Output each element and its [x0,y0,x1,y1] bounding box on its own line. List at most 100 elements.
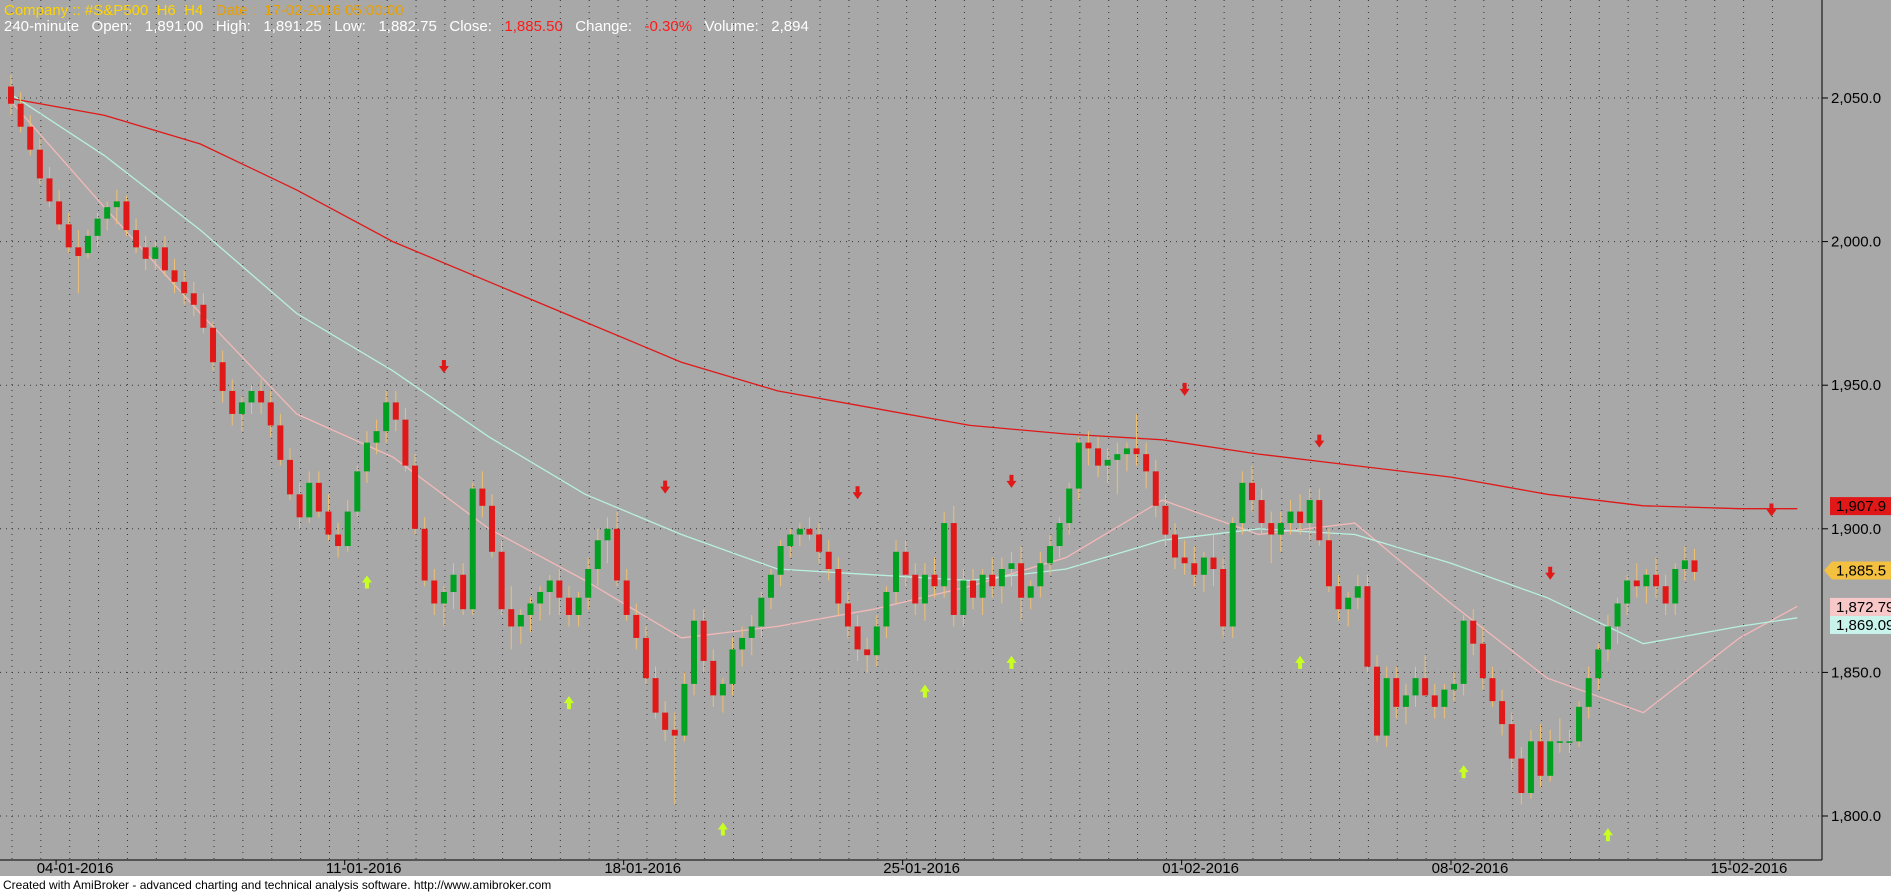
value-label-text: 1,885.5 [1836,562,1886,579]
candle-body [1422,678,1429,696]
candle-body [1624,580,1631,604]
candle-body [1547,741,1554,776]
candle-body [469,488,476,610]
candle-body [1460,620,1467,684]
candle-body [1104,459,1111,466]
candle-body [1470,620,1477,644]
candle-body [1527,741,1534,794]
candle-body [1672,569,1679,604]
candle-body [296,494,303,518]
candle-body [950,523,957,615]
candle-body [1604,626,1611,650]
header-text-span: 1,891.00 [132,18,203,35]
candle-body [854,626,861,650]
header-text-span: -0.30% [632,18,692,35]
candle-body [152,247,159,259]
value-label-box [1830,497,1891,516]
candle-body [1046,546,1053,564]
candle-body [652,678,659,713]
ma-slow-line [7,97,1798,510]
candle-body [161,247,168,271]
candle-body [960,580,967,615]
candle-body [998,569,1005,587]
candle-body [1239,482,1246,524]
candle-body [633,614,640,638]
candle-body [412,465,419,529]
candle-body [1364,586,1371,667]
candle-body [335,534,342,547]
y-tick-label: 1,800.0 [1831,808,1881,825]
header-text-span: 1,885.50 [492,18,563,35]
header-text-span: Company :: #S&P500 H6 H4 [4,2,203,19]
candle-body [133,230,140,248]
x-tick-label: 18-01-2016 [604,860,681,877]
candle-body [719,683,726,696]
header-text-span: Low: [322,18,366,35]
candle-body [1335,586,1342,610]
footer-credit: Created with AmiBroker - advanced charti… [3,878,551,892]
candle-body [777,546,784,575]
candle-body [979,574,986,598]
candle-body [816,534,823,552]
header-text-span: 240-minute [4,18,79,35]
candle-body [1248,482,1255,501]
candle-body [1393,678,1400,707]
candle-body [883,591,890,627]
sell-arrow-icon [1545,566,1556,580]
candle-body [1643,574,1650,587]
buy-arrow-icon [361,575,372,589]
candle-body [671,729,678,736]
candle-body [1027,586,1034,598]
candle-body [142,247,149,259]
header-text-span: 1,882.75 [366,18,437,35]
candle-body [113,201,120,208]
chart-header: Company :: #S&P500 H6 H4 Date : 17-02-20… [4,2,809,35]
candle-body [1123,448,1130,455]
candle-body [1662,586,1669,604]
candle-body [1297,511,1304,524]
sell-arrow-icon [438,359,449,373]
x-tick-label: 08-02-2016 [1432,860,1509,877]
candle-body [931,574,938,587]
candle-body [75,247,82,256]
plot-background [0,0,1822,860]
candle-body [1095,448,1102,466]
candle-body [623,580,630,615]
x-tick-label: 25-01-2016 [883,860,960,877]
candle-body [431,580,438,604]
candle-body [970,580,976,598]
candle-body [1374,666,1381,736]
signal-arrows [361,359,1777,842]
candle-body [585,569,592,598]
candle-body [1633,580,1640,587]
candle-body [825,551,832,570]
candle-body [1431,695,1438,707]
candle-body [1383,678,1390,736]
candle-body [556,580,563,598]
candle-body [123,201,130,231]
value-labels: 1,907.9 1,885.5 1,872.791,869.09 [1824,497,1891,634]
candle-body [373,431,380,443]
candle-body [537,591,544,604]
candle-body [84,235,91,254]
y-tick-label: 1,900.0 [1831,521,1881,538]
candle-body [1489,678,1496,702]
candle-body [1287,511,1294,524]
buy-arrow-icon [717,822,728,836]
candle-body [354,471,361,512]
candle-body [1691,560,1698,572]
header-text-span: Change: [563,18,632,35]
candle-body [1172,534,1179,558]
buy-arrow-icon [563,696,574,710]
value-label-box [1830,597,1891,616]
candle-body [691,620,698,684]
candle-body [1143,454,1150,472]
candle-body [893,551,900,592]
candle-body [1133,448,1140,455]
candle-body [1152,471,1159,506]
candle-body [1451,683,1457,690]
candle-body [56,201,63,225]
candle-body [190,293,197,305]
candle-body [489,505,495,552]
